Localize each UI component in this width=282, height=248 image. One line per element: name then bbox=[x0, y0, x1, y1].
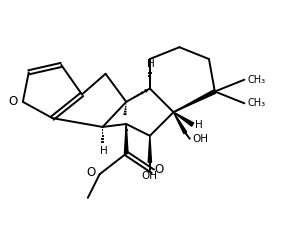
Polygon shape bbox=[124, 124, 128, 154]
Polygon shape bbox=[148, 136, 151, 162]
Text: H: H bbox=[147, 59, 155, 69]
Polygon shape bbox=[173, 90, 216, 112]
Text: H: H bbox=[100, 146, 108, 156]
Polygon shape bbox=[173, 112, 187, 134]
Text: O: O bbox=[154, 163, 164, 176]
Text: O: O bbox=[87, 166, 96, 179]
Polygon shape bbox=[173, 112, 194, 126]
Text: H: H bbox=[195, 120, 203, 130]
Text: OH: OH bbox=[142, 171, 158, 181]
Text: CH₃: CH₃ bbox=[248, 75, 266, 85]
Text: OH: OH bbox=[193, 134, 209, 144]
Text: CH₃: CH₃ bbox=[248, 98, 266, 108]
Text: O: O bbox=[8, 95, 17, 108]
